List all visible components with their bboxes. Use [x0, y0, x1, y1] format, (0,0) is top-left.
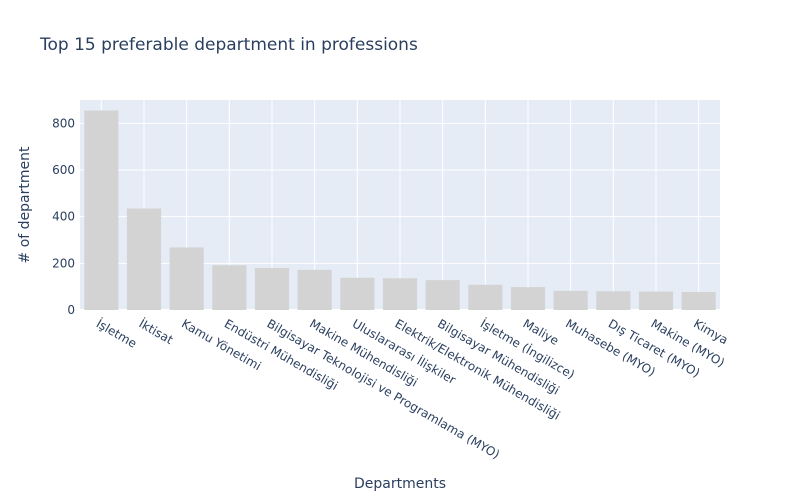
bar[interactable] — [681, 292, 716, 310]
bar[interactable] — [596, 291, 631, 310]
bar[interactable] — [468, 284, 503, 310]
x-axis-title: Departments — [354, 476, 446, 492]
bar[interactable] — [510, 287, 546, 310]
bar[interactable] — [340, 277, 375, 310]
bar[interactable] — [638, 291, 674, 310]
x-tick-label: İşletme — [94, 316, 140, 351]
x-tick-label: İktisat — [137, 316, 177, 348]
bar[interactable] — [425, 280, 460, 310]
bar[interactable] — [254, 268, 290, 310]
bar[interactable] — [297, 269, 332, 310]
bar[interactable] — [212, 265, 247, 310]
y-axis-ticks: 0 200 400 600 800 — [52, 116, 75, 317]
bar[interactable] — [553, 290, 588, 310]
y-tick-label: 800 — [52, 116, 75, 130]
y-tick-label: 600 — [52, 163, 75, 177]
bar[interactable] — [84, 110, 119, 311]
y-tick-label: 200 — [52, 256, 75, 270]
bar[interactable] — [169, 247, 204, 310]
bar[interactable] — [126, 208, 162, 311]
bars-group — [84, 110, 716, 311]
y-axis-title: # of department — [17, 146, 33, 263]
bar[interactable] — [382, 278, 418, 310]
chart-title: Top 15 preferable department in professi… — [39, 35, 418, 55]
y-tick-label: 0 — [67, 303, 75, 317]
y-tick-label: 400 — [52, 210, 75, 224]
